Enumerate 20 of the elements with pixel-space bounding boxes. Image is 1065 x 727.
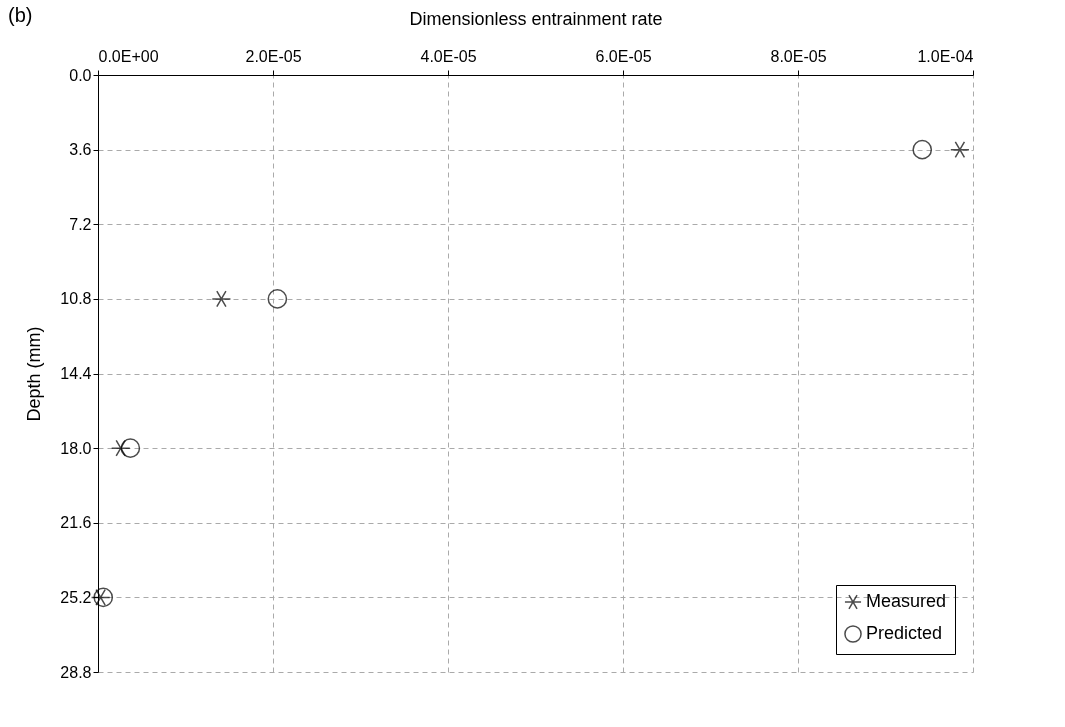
y-tick-label: 28.8	[60, 663, 92, 681]
x-tick-label: 6.0E-05	[595, 47, 652, 65]
x-tick-label: 0.0E+00	[98, 47, 159, 65]
y-tick-label: 18.0	[60, 439, 92, 457]
legend-label: Predicted	[866, 623, 943, 643]
y-tick-label: 14.4	[60, 365, 92, 382]
x-tick-label: 8.0E-05	[770, 47, 827, 65]
y-tick-label: 25.2	[60, 588, 92, 606]
y-tick-label: 3.6	[69, 141, 92, 159]
text: (b)	[8, 4, 33, 27]
legend-label: Measured	[866, 591, 947, 611]
y-axis-title: Depth (mm)	[24, 326, 45, 422]
y-tick-label: 7.2	[69, 215, 92, 233]
x-axis-title: Dimensionless entrainment rate	[409, 8, 663, 29]
y-tick-label: 10.8	[60, 290, 92, 308]
y-tick-label: 21.6	[60, 514, 92, 532]
x-tick-label: 2.0E-05	[245, 47, 302, 65]
x-tick-label: 1.0E-04	[917, 47, 974, 65]
y-tick-label: 0.0	[69, 66, 92, 84]
x-tick-label: 4.0E-05	[420, 47, 477, 65]
